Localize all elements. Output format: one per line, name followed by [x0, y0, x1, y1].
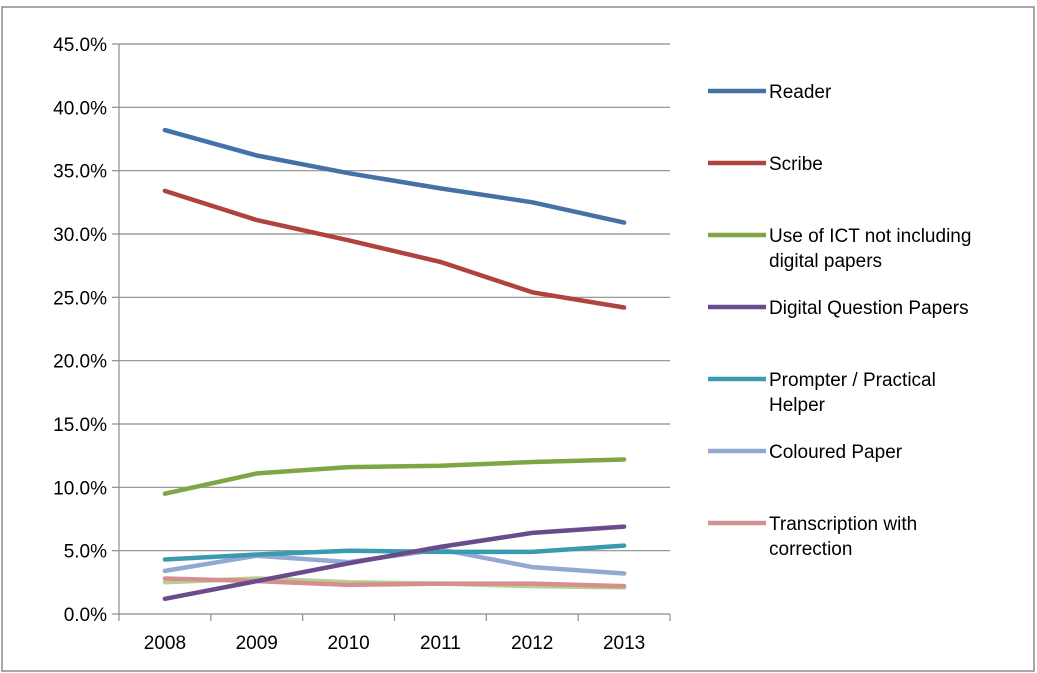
x-tick-label: 2011: [420, 633, 461, 654]
legend-label: Transcription with: [769, 514, 917, 535]
y-tick-label: 5.0%: [64, 542, 107, 563]
legend-label: Digital Question Papers: [769, 298, 969, 319]
gridlines: [119, 43, 670, 552]
series-line: [162, 543, 627, 562]
chart-border: [1, 6, 1035, 672]
series-line: [162, 576, 627, 589]
x-tick-label: 2012: [511, 633, 553, 654]
legend-label: digital papers: [769, 251, 882, 272]
y-tick-label: 20.0%: [53, 352, 107, 373]
legend: Reader Scribe Use of ICT not including digi…: [708, 82, 971, 560]
legend-label: Helper: [769, 395, 826, 416]
x-tick-label: 2010: [327, 633, 369, 654]
legend-label: Scribe: [769, 154, 823, 175]
y-tick-label: 30.0%: [53, 225, 107, 246]
series-line: [162, 188, 627, 310]
x-tick-label: 2009: [236, 633, 278, 654]
x-tick-label: 2008: [144, 633, 186, 654]
x-tick-label: 2013: [603, 633, 645, 654]
y-tick-label: 15.0%: [53, 415, 107, 436]
legend-label: Prompter / Practical: [769, 370, 936, 391]
y-tick-label: 25.0%: [53, 288, 107, 309]
legend-label: Use of ICT not including: [769, 226, 971, 247]
y-tick-label: 10.0%: [53, 478, 107, 499]
axes: 0.0% 5.0% 10.0% 15.0% 20.0% 25.0% 30.0% 35.0% 40…: [53, 35, 671, 654]
y-tick-label: 45.0%: [53, 35, 107, 56]
legend-label: Coloured Paper: [769, 442, 903, 463]
series-line: [162, 457, 627, 496]
y-tick-label: 40.0%: [53, 98, 107, 119]
series-line: [162, 127, 627, 225]
legend-label: correction: [769, 539, 852, 560]
series-lines: [162, 127, 627, 602]
series-line: [162, 524, 627, 602]
y-tick-label: 35.0%: [53, 162, 107, 183]
y-tick-label: 0.0%: [64, 605, 107, 626]
legend-label: Reader: [769, 82, 832, 103]
